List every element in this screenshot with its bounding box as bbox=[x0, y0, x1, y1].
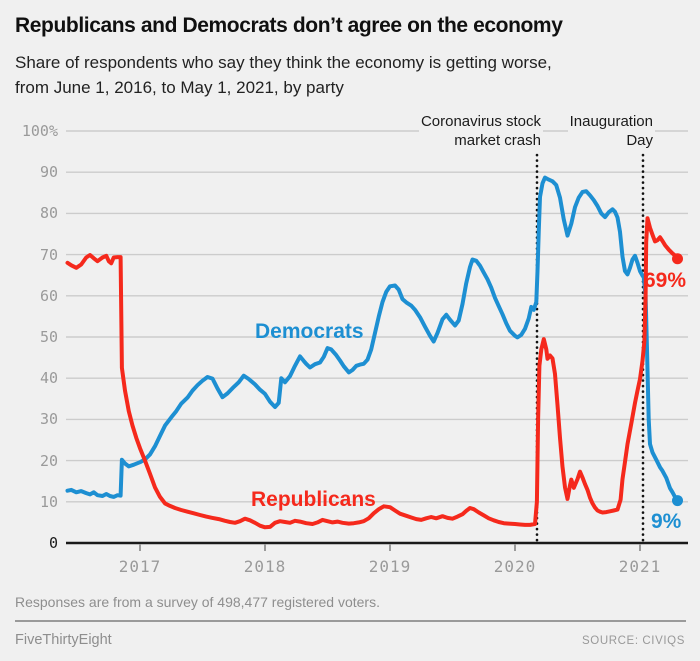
x-axis-tick-label: 2019 bbox=[368, 557, 412, 576]
democrats-line bbox=[65, 175, 680, 503]
annotation-inauguration-day: Inauguration Day bbox=[567, 112, 655, 151]
series-label-democrats: Democrats bbox=[255, 320, 364, 343]
y-axis-tick-label: 0 bbox=[48, 534, 58, 552]
y-axis-tick-label: 50 bbox=[39, 328, 58, 346]
y-axis-tick-label: 70 bbox=[39, 245, 58, 264]
series-label-republicans: Republicans bbox=[251, 488, 376, 511]
y-axis-tick-label: 60 bbox=[39, 286, 58, 305]
subtitle-line-2: from June 1, 2016, to May 1, 2021, by pa… bbox=[15, 78, 344, 97]
x-axis-tick-label: 2017 bbox=[118, 557, 162, 576]
brand-fivethirtyeight: FiveThirtyEight bbox=[15, 632, 112, 648]
y-axis-tick-label: 40 bbox=[39, 369, 58, 388]
end-value-republicans: 69% bbox=[644, 269, 687, 292]
annotation-line: Coronavirus stock bbox=[420, 113, 541, 130]
x-axis-tick-label: 2018 bbox=[243, 557, 287, 576]
subtitle-line-1: Share of respondents who say they think … bbox=[15, 53, 552, 72]
x-axis-tick-label: 2021 bbox=[618, 557, 662, 576]
y-axis-tick-label: 90 bbox=[39, 163, 58, 182]
republicans-end-dot bbox=[672, 253, 683, 265]
x-axis-tick-label: 2020 bbox=[493, 557, 537, 576]
source-credit: SOURCE: CIVIQS bbox=[582, 635, 685, 647]
y-axis-tick-label: 100% bbox=[21, 122, 58, 140]
annotation-line: market crash bbox=[454, 131, 541, 149]
footer-divider bbox=[15, 620, 686, 622]
page-title: Republicans and Democrats don’t agree on… bbox=[15, 14, 563, 37]
republicans-line bbox=[65, 216, 680, 530]
democrats-end-dot bbox=[672, 495, 683, 507]
annotation-coronavirus-stock-market-crash: Coronavirus stock market crash bbox=[418, 112, 543, 151]
y-axis-tick-label: 30 bbox=[39, 410, 58, 429]
footnote: Responses are from a survey of 498,477 r… bbox=[15, 594, 380, 610]
page-subtitle: Share of respondents who say they think … bbox=[15, 50, 552, 100]
y-axis-tick-label: 20 bbox=[39, 451, 58, 470]
end-value-democrats: 9% bbox=[651, 510, 682, 533]
annotation-line: Day bbox=[626, 131, 653, 149]
y-axis-tick-label: 80 bbox=[39, 204, 58, 223]
y-axis-tick-label: 10 bbox=[39, 492, 58, 511]
annotation-line: Inauguration bbox=[569, 113, 653, 130]
